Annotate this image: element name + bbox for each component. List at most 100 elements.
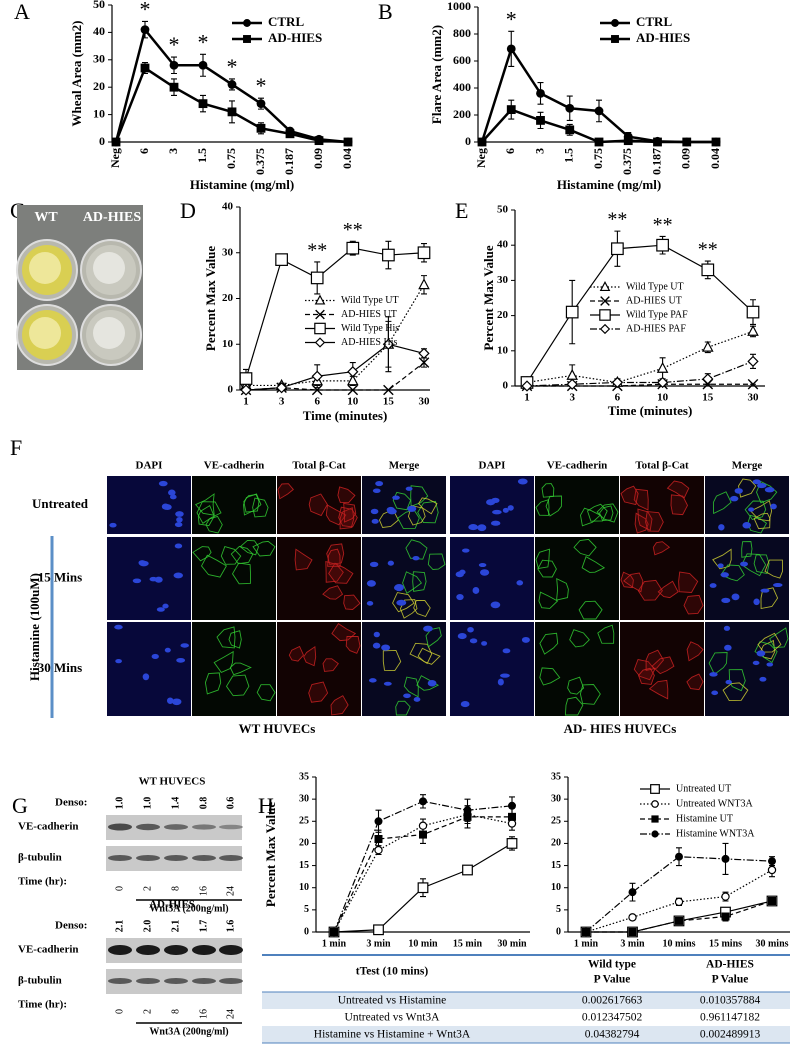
- nucleus: [387, 560, 394, 566]
- micrograph-content: [370, 480, 439, 529]
- x-tick-label: 30 mins: [755, 938, 788, 949]
- nucleus: [718, 524, 725, 531]
- micrograph: [362, 476, 446, 534]
- denso-value: 1.6: [225, 920, 236, 933]
- y-tick-label: 20: [551, 838, 561, 849]
- cell-outline: [637, 667, 655, 685]
- marker: [506, 838, 518, 849]
- x-tick-label: 3 min: [366, 938, 391, 949]
- legend-label: AD-HIES PAF: [626, 323, 686, 334]
- marker: [311, 370, 323, 382]
- x-tick-label: 30: [419, 396, 431, 408]
- nucleus: [492, 509, 502, 515]
- nucleus: [461, 548, 470, 553]
- legend-label: AD-HIES: [636, 30, 690, 45]
- marker: [768, 857, 776, 866]
- y-axis-label: Wheal Area (mm2): [69, 21, 84, 127]
- cell-outline: [402, 571, 423, 594]
- table-cell: Untreated vs Histamine: [338, 995, 447, 1007]
- panel-label: E: [455, 198, 468, 223]
- marker: [169, 60, 179, 70]
- marker: [651, 830, 659, 838]
- cell-outline: [409, 642, 433, 665]
- marker: [566, 368, 578, 380]
- nucleus: [497, 678, 504, 686]
- marker: [721, 912, 730, 921]
- nucleus: [427, 679, 437, 687]
- legend-label: Wild Type UT: [626, 281, 684, 292]
- nucleus: [477, 524, 487, 532]
- micrograph-content: [455, 548, 524, 609]
- marker: [653, 137, 662, 147]
- cell-outline: [678, 571, 699, 593]
- micrograph-content: [535, 538, 606, 620]
- y-tick-label: 35: [299, 771, 309, 782]
- cell-outline: [403, 676, 419, 698]
- y-tick-label: 10: [299, 882, 309, 893]
- micrograph: [192, 622, 276, 716]
- series-line: [585, 869, 773, 933]
- series-line: [526, 244, 754, 383]
- cell-outline: [277, 483, 294, 500]
- y-tick-label: 50: [497, 204, 509, 216]
- marker: [373, 924, 384, 936]
- nucleus: [154, 576, 163, 583]
- well: [93, 317, 125, 349]
- nucleus: [180, 643, 189, 648]
- marker: [417, 882, 429, 894]
- x-tick-label: 30: [748, 392, 760, 404]
- x-tick-label: 15 min: [453, 938, 483, 949]
- nucleus: [366, 601, 374, 606]
- marker: [536, 89, 545, 98]
- group-caption: AD- HIES HUVECs: [564, 721, 677, 736]
- column-header: DAPI: [479, 460, 506, 472]
- x-tick-label: 10 min: [408, 938, 438, 949]
- y-tick-label: 40: [222, 201, 234, 213]
- cell-outline: [325, 504, 347, 526]
- y-tick-label: 0: [228, 384, 234, 396]
- column-header: VE-cadherin: [204, 460, 265, 472]
- micrograph-content: [294, 543, 361, 610]
- treatment-label: Wnt3A (200ng/ml): [149, 1026, 228, 1037]
- marker: [674, 897, 684, 907]
- marker: [508, 801, 516, 810]
- marker: [418, 821, 428, 830]
- marker: [507, 819, 517, 828]
- marker: [565, 103, 575, 113]
- marker: [675, 916, 683, 925]
- table-header: P Value: [712, 974, 749, 986]
- cell-outline: [741, 541, 753, 558]
- legend-label: Histamine WNT3A: [676, 828, 755, 839]
- marker: [462, 864, 473, 876]
- column-header: Total β-Cat: [635, 460, 689, 472]
- marker: [374, 817, 383, 826]
- marker: [702, 373, 714, 385]
- cell-outline: [722, 682, 749, 702]
- nucleus: [472, 587, 480, 594]
- y-tick-label: 40: [497, 239, 509, 251]
- well: [29, 252, 61, 284]
- nucleus: [469, 638, 478, 644]
- marker: [506, 44, 516, 54]
- x-tick-label: 0.75: [224, 148, 238, 169]
- micrograph-content: [457, 626, 530, 708]
- marker: [599, 309, 611, 321]
- nucleus: [711, 690, 719, 696]
- micrograph-content: [192, 539, 276, 585]
- cell-outline: [683, 594, 704, 615]
- nucleus: [500, 673, 510, 678]
- cell-outline: [308, 493, 328, 517]
- nucleus: [407, 505, 417, 512]
- y-tick-label: 50: [93, 0, 105, 11]
- x-tick-label: 3: [569, 392, 575, 404]
- marker: [417, 246, 431, 260]
- nucleus: [757, 482, 767, 489]
- cell-outline: [252, 497, 269, 518]
- band: [219, 945, 243, 955]
- micrograph-content: [194, 493, 269, 534]
- nucleus: [752, 660, 760, 666]
- cell-outline: [581, 556, 606, 573]
- cell-outline: [425, 627, 442, 648]
- y-tick-label: 30: [222, 246, 234, 258]
- cell-outline: [645, 649, 665, 672]
